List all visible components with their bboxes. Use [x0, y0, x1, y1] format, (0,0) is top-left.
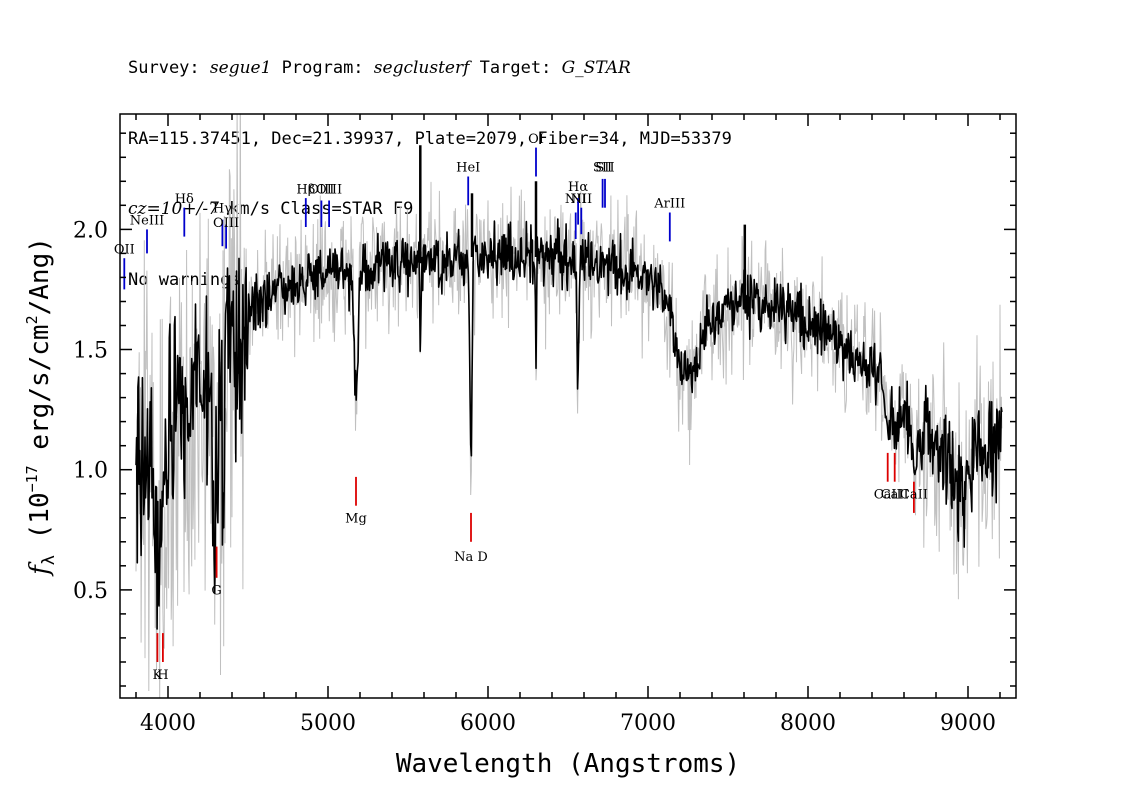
- emission-line-label: Hα: [568, 180, 588, 195]
- x-tick-label: 8000: [780, 711, 836, 736]
- header-line-survey: Survey: segue1 Program: segclusterf Targ…: [128, 58, 631, 78]
- survey-value: segue1: [209, 58, 272, 78]
- emission-line-label: HeI: [456, 161, 480, 176]
- flux-line: [135, 145, 1003, 630]
- emission-line-label: OIII: [316, 182, 342, 197]
- emission-line-label: OI: [528, 132, 544, 147]
- y-axis-title: fλ (10−17 erg/s/cm2/Ang): [23, 237, 59, 577]
- x-tick-label: 4000: [140, 711, 196, 736]
- emission-line-label: OIII: [213, 216, 239, 231]
- absorption-line-label: CaII: [881, 488, 909, 503]
- program-value: segclusterf: [373, 58, 470, 78]
- emission-line-label: Hβ: [296, 182, 315, 197]
- spectral-line-markers: OIINeIIIHδHγOIIIHβOIIIOIIIHeIOINIIHαNIIS…: [114, 132, 928, 683]
- emission-line-label: Hγ: [213, 202, 232, 217]
- absorption-line-label: H: [157, 668, 168, 683]
- header-line-coords: RA=115.37451, Dec=21.39937, Plate=2079, …: [128, 128, 732, 149]
- x-tick-label: 9000: [940, 711, 996, 736]
- y-tick-label: 1.5: [73, 339, 108, 364]
- absorption-line-label: CaII: [900, 488, 928, 503]
- x-tick-label: 5000: [300, 711, 356, 736]
- absorption-line-label: CaII: [874, 488, 902, 503]
- target-value: G_STAR: [561, 58, 631, 78]
- y-tick-label: 1.0: [73, 459, 108, 484]
- absorption-line-label: Na D: [454, 550, 488, 565]
- cz-value: cz=10+/-7: [128, 199, 219, 219]
- y-tick-label: 2.0: [73, 218, 108, 243]
- absorption-line-label: K: [153, 668, 163, 683]
- emission-line-label: NII: [570, 192, 592, 207]
- absorption-line-label: Mg: [345, 512, 367, 527]
- y-tick-label: 0.5: [73, 579, 108, 604]
- emission-line-label: OII: [114, 242, 135, 257]
- emission-line-label: Hδ: [175, 192, 194, 207]
- x-tick-label: 6000: [460, 711, 516, 736]
- axis-ticks: 4000 5000 6000 7000 8000 9000 0.5 1.0 1.5 2.0: [73, 114, 1016, 736]
- emission-line-label: SII: [593, 161, 612, 176]
- absorption-line-label: G: [211, 584, 221, 599]
- emission-line-label: SII: [595, 161, 614, 176]
- flux-spectrum: [135, 218, 1003, 630]
- x-tick-label: 7000: [620, 711, 676, 736]
- x-axis-title: Wavelength (Angstroms): [396, 749, 740, 779]
- emission-line-label: ArIII: [653, 197, 685, 212]
- emission-line-label: OIII: [308, 182, 334, 197]
- plot-frame: [119, 113, 1017, 699]
- emission-line-label: NII: [565, 192, 587, 207]
- emission-line-label: NeIII: [130, 214, 164, 229]
